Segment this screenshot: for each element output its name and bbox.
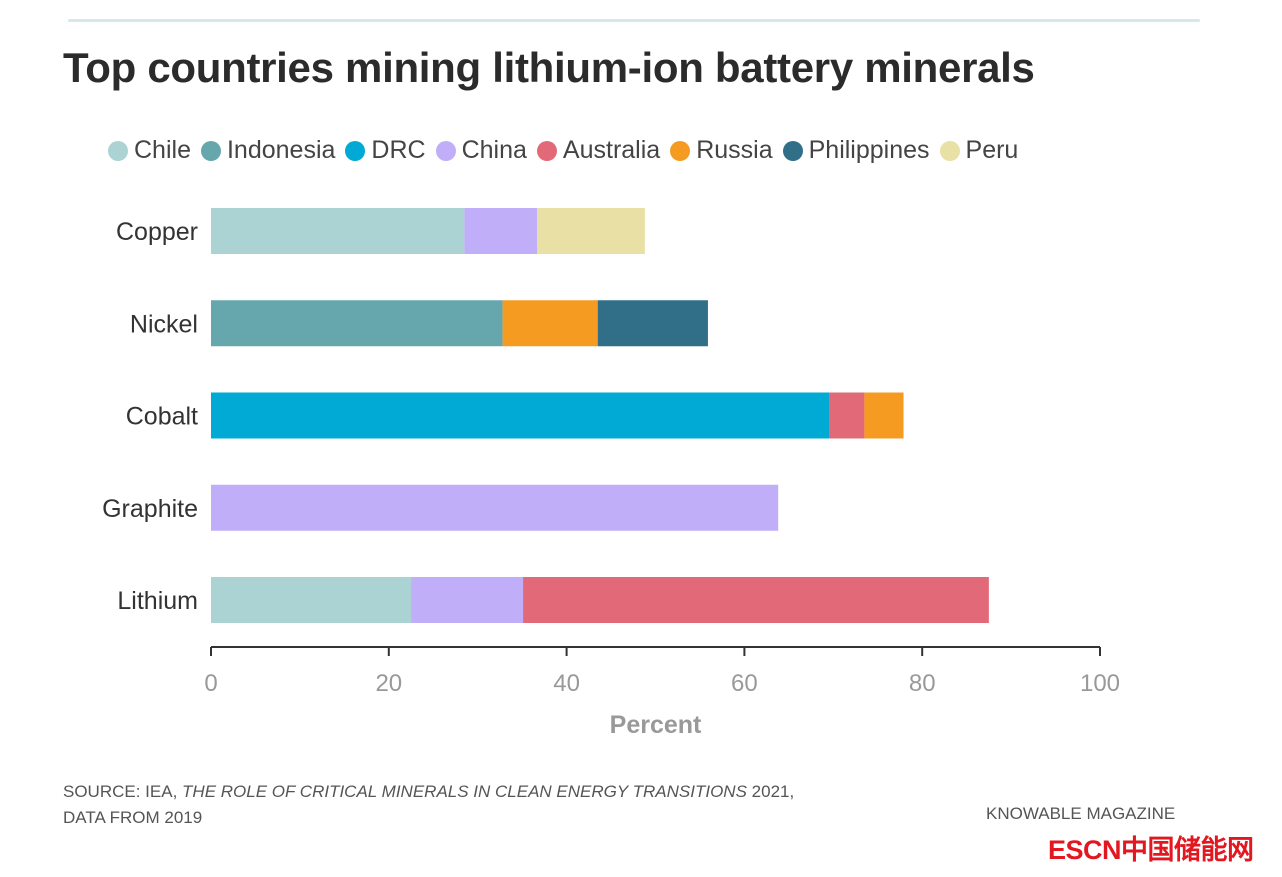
x-tick-label: 80 (909, 670, 936, 697)
source-suffix: 2021, (746, 782, 795, 801)
category-label: Graphite (102, 495, 198, 523)
legend-label: Russia (696, 136, 773, 164)
category-label: Lithium (117, 587, 198, 615)
source-line2: DATA FROM 2019 (63, 808, 203, 827)
x-tick-label: 20 (375, 670, 402, 697)
top-divider (68, 19, 1200, 22)
legend-item-chile: Chile (108, 136, 191, 165)
x-axis-title: Percent (610, 711, 702, 739)
legend-item-philippines: Philippines (782, 136, 930, 165)
x-tick-label: 60 (731, 670, 758, 697)
legend-label: Chile (134, 136, 191, 164)
category-label: Nickel (130, 310, 198, 338)
bar-cobalt-australia (829, 392, 865, 439)
bar-lithium-australia (523, 577, 989, 623)
bar-lithium-china (411, 577, 524, 623)
credit: KNOWABLE MAGAZINE (986, 804, 1176, 823)
legend-swatch (939, 140, 960, 161)
chart-title: Top countries mining lithium-ion battery… (63, 44, 1035, 91)
legend-label: Philippines (808, 136, 930, 164)
legend-item-drc: DRC (345, 136, 426, 165)
legend-swatch (670, 140, 691, 161)
source-note: SOURCE: IEA, THE ROLE OF CRITICAL MINERA… (63, 779, 794, 831)
legend-item-russia: Russia (670, 136, 773, 165)
source-title: THE ROLE OF CRITICAL MINERALS IN CLEAN E… (182, 782, 747, 801)
legend-swatch (435, 140, 456, 161)
legend-item-peru: Peru (939, 136, 1019, 165)
legend: Chile Indonesia DRC China Australia Russia Phi… (108, 136, 1028, 165)
bar-copper-china (464, 208, 538, 254)
source-prefix: SOURCE: IEA, (63, 782, 183, 801)
x-tick-label: 40 (553, 670, 580, 697)
legend-item-australia: Australia (536, 136, 661, 165)
watermark-logo: ESCN中国储能网 (1048, 835, 1254, 865)
legend-label: Indonesia (226, 136, 336, 164)
x-tick-label: 0 (204, 670, 217, 697)
legend-swatch (108, 140, 128, 161)
category-label: Copper (116, 218, 198, 246)
bar-nickel-philippines (597, 300, 708, 347)
legend-label: Australia (562, 136, 661, 164)
legend-item-china: China (435, 136, 527, 165)
legend-swatch (345, 140, 366, 161)
legend-swatch (782, 140, 803, 161)
bar-cobalt-russia (864, 392, 904, 439)
bar-copper-chile (211, 208, 465, 254)
bar-graphite-china (211, 484, 779, 531)
bar-nickel-indonesia (211, 300, 503, 347)
legend-label: Peru (965, 136, 1019, 164)
x-tick-label: 100 (1080, 670, 1120, 697)
bar-lithium-chile (211, 577, 412, 623)
legend-label: China (461, 136, 527, 164)
legend-label: DRC (371, 136, 426, 164)
bar-cobalt-drc (211, 392, 830, 439)
legend-swatch (200, 140, 221, 161)
bar-copper-peru (537, 208, 645, 254)
category-label: Cobalt (126, 403, 198, 431)
legend-swatch (536, 140, 557, 161)
bar-nickel-russia (502, 300, 598, 347)
legend-item-indonesia: Indonesia (200, 136, 336, 165)
